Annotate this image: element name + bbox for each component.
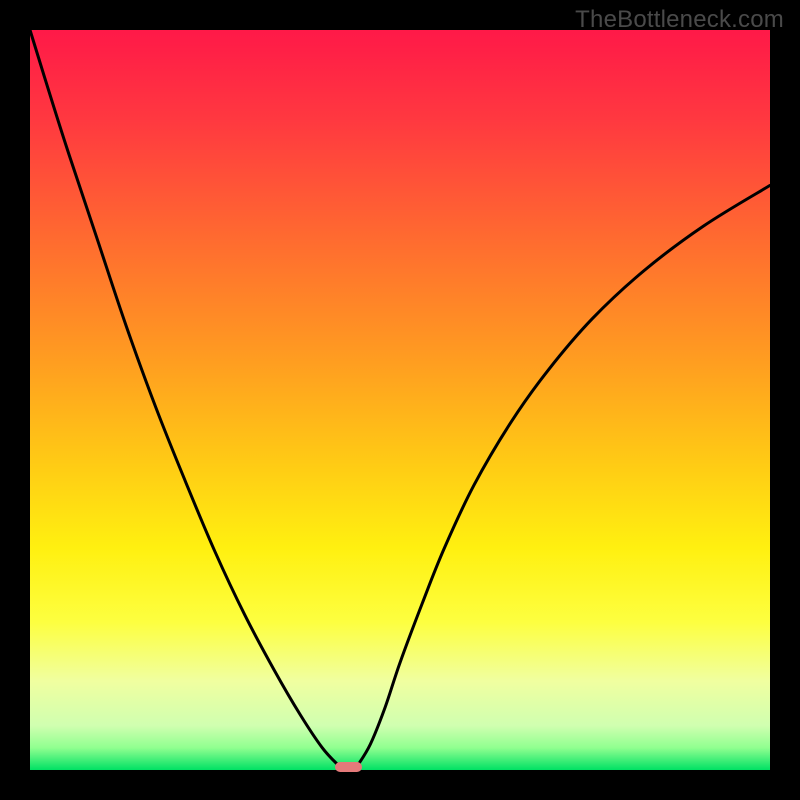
minimum-marker (335, 762, 362, 772)
chart-frame: TheBottleneck.com (0, 0, 800, 800)
plot-area (30, 30, 770, 770)
bottleneck-curve (30, 30, 770, 770)
watermark-text: TheBottleneck.com (575, 6, 784, 34)
